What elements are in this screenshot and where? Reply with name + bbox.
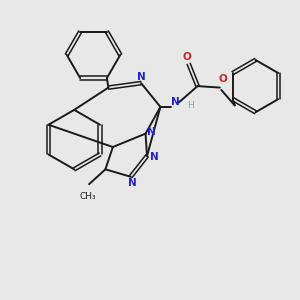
Text: N: N [150,152,159,162]
Text: CH₃: CH₃ [79,192,96,201]
Text: N: N [171,97,180,106]
Text: N: N [147,127,156,137]
Text: N: N [137,72,146,82]
Text: H: H [187,101,194,110]
Text: O: O [218,74,227,84]
Text: N: N [128,178,136,188]
Text: O: O [183,52,191,62]
